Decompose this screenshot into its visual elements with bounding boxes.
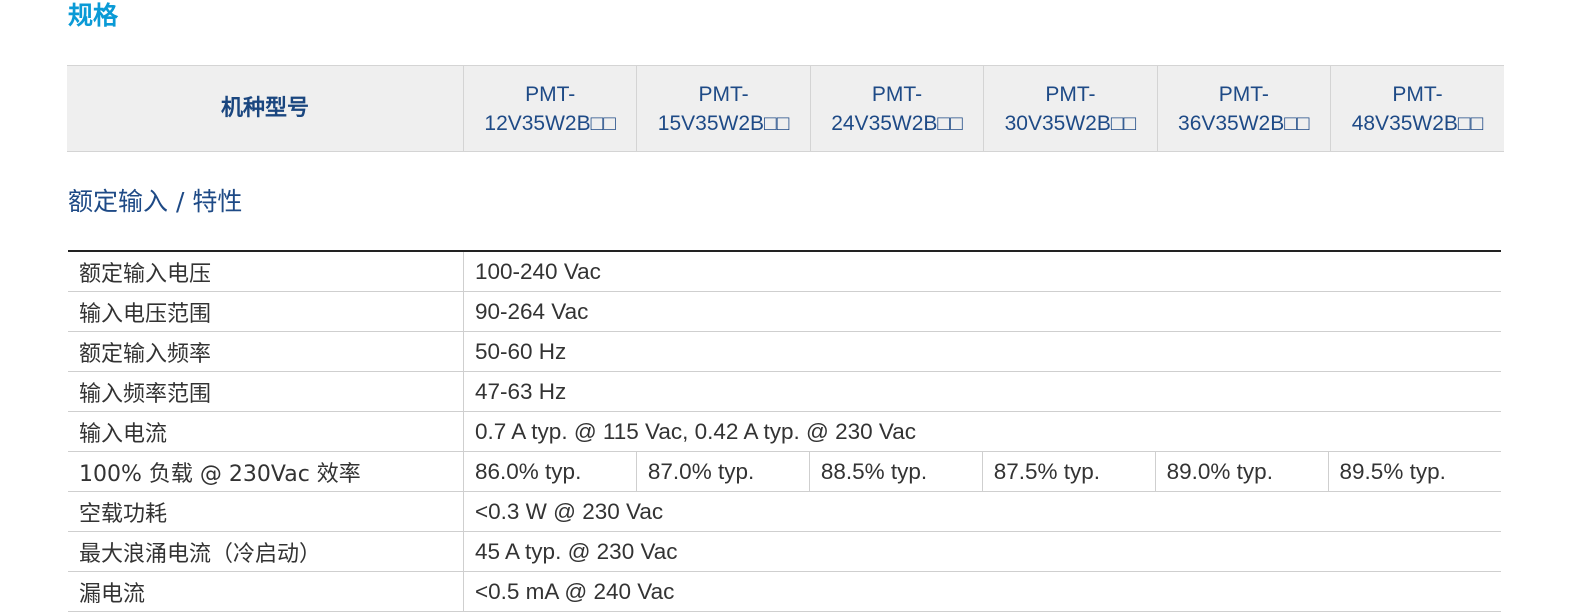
model-name-line2: 24V35W2B□□ (831, 111, 963, 135)
spec-row: 输入电压范围 90-264 Vac (68, 291, 1501, 332)
subsection-title: 额定输入 / 特性 (68, 187, 243, 216)
spec-value: 100-240 Vac (463, 250, 1501, 292)
model-name-line2: 36V35W2B□□ (1178, 111, 1310, 135)
spec-row: 输入电流 0.7 A typ. @ 115 Vac, 0.42 A typ. @… (68, 411, 1501, 452)
efficiency-value: 89.0% typ. (1155, 451, 1329, 492)
spec-label: 输入电压范围 (68, 291, 464, 332)
spec-label: 100% 负载 @ 230Vac 效率 (68, 451, 464, 492)
spec-row-efficiency: 100% 负载 @ 230Vac 效率 86.0% typ. 87.0% typ… (68, 451, 1501, 492)
spec-value: <0.3 W @ 230 Vac (463, 491, 1501, 532)
spec-row: 额定输入频率 50-60 Hz (68, 331, 1501, 372)
model-name-line1: PMT- (1045, 82, 1096, 106)
section-title: 规格 (68, 1, 119, 30)
model-name-line1: PMT- (525, 82, 576, 106)
spec-value: 0.7 A typ. @ 115 Vac, 0.42 A typ. @ 230 … (463, 411, 1501, 452)
spec-value: 90-264 Vac (463, 291, 1501, 332)
spec-row: 漏电流 <0.5 mA @ 240 Vac (68, 571, 1501, 612)
model-name-line1: PMT- (1218, 82, 1269, 106)
model-name-line2: 48V35W2B□□ (1351, 111, 1484, 135)
model-header-label: 机种型号 (67, 65, 464, 152)
efficiency-value: 87.5% typ. (982, 451, 1156, 492)
spec-row: 最大浪涌电流（冷启动） 45 A typ. @ 230 Vac (68, 531, 1501, 572)
model-cell: PMT- 36V35W2B□□ (1156, 65, 1331, 152)
model-header-row: 机种型号 PMT- 12V35W2B□□ PMT- 15V35W2B□□ PMT… (67, 65, 1504, 152)
model-name-line2: 15V35W2B□□ (657, 111, 790, 135)
spec-row: 额定输入电压 100-240 Vac (68, 250, 1501, 292)
model-name-line1: PMT- (871, 82, 923, 106)
model-cell: PMT- 48V35W2B□□ (1330, 65, 1504, 152)
model-cell: PMT- 24V35W2B□□ (809, 65, 984, 152)
spec-row: 输入频率范围 47-63 Hz (68, 371, 1501, 412)
spec-label: 空载功耗 (68, 491, 464, 532)
model-name-line2: 12V35W2B□□ (484, 111, 616, 135)
spec-table: 额定输入电压 100-240 Vac 输入电压范围 90-264 Vac 额定输… (68, 250, 1501, 612)
spec-label: 输入电流 (68, 411, 464, 452)
efficiency-value: 86.0% typ. (463, 451, 637, 492)
efficiency-value: 87.0% typ. (636, 451, 810, 492)
spec-value: 47-63 Hz (463, 371, 1501, 412)
spec-value: 50-60 Hz (463, 331, 1501, 372)
model-name-line2: 30V35W2B□□ (1004, 111, 1137, 135)
spec-label: 漏电流 (68, 571, 464, 612)
spec-label: 额定输入频率 (68, 331, 464, 372)
model-name-line1: PMT- (1392, 82, 1443, 106)
model-cell: PMT- 30V35W2B□□ (983, 65, 1158, 152)
model-name-line1: PMT- (698, 82, 749, 106)
spec-label: 输入频率范围 (68, 371, 464, 412)
spec-row: 空载功耗 <0.3 W @ 230 Vac (68, 491, 1501, 532)
spec-value: 45 A typ. @ 230 Vac (463, 531, 1501, 572)
model-cell: PMT- 15V35W2B□□ (636, 65, 811, 152)
model-header-table: 机种型号 PMT- 12V35W2B□□ PMT- 15V35W2B□□ PMT… (67, 65, 1504, 152)
spec-value: <0.5 mA @ 240 Vac (463, 571, 1501, 612)
efficiency-value: 89.5% typ. (1328, 451, 1501, 492)
model-cell: PMT- 12V35W2B□□ (462, 65, 637, 152)
efficiency-value: 88.5% typ. (809, 451, 983, 492)
spec-label: 最大浪涌电流（冷启动） (68, 531, 464, 572)
spec-label: 额定输入电压 (68, 250, 464, 292)
